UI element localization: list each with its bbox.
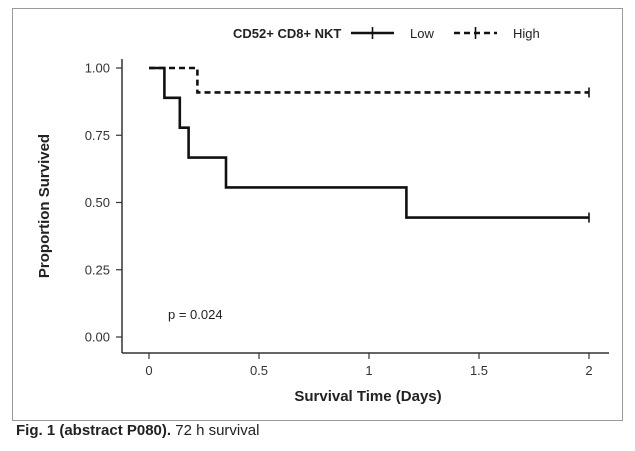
legend-entry-high: High [513,26,540,41]
y-tick-label: 0.25 [85,262,110,277]
series-layer [149,66,590,223]
figure-caption-label: Fig. 1 (abstract P080). [16,422,172,439]
figure-caption: Fig. 1 (abstract P080). 72 h survival [16,422,259,439]
km-chart: 0.00 0.25 0.50 0.75 1.00 0 0.5 1 1.5 2 Survival … [36,26,609,405]
p-value-annotation: p = 0.024 [168,307,223,322]
figure-caption-text: 72 h survival [171,422,260,439]
legend: CD52+ CD8+ NKT Low High [233,26,540,41]
y-tick-label: 0.50 [85,195,110,210]
y-tick-label: 0.00 [85,330,110,345]
y-tick-label: 1.00 [85,61,110,76]
x-tick-label: 1.5 [470,363,488,378]
series-low-curve [149,66,589,219]
y-axis-label: Proportion Survived [36,134,53,278]
x-tick-label: 0.5 [250,363,268,378]
series-high-curve [149,66,589,94]
x-axis-label: Survival Time (Days) [294,388,441,405]
x-tick-label: 2 [585,363,592,378]
y-ticks: 0.00 0.25 0.50 0.75 1.00 [85,61,122,345]
x-tick-label: 0 [145,363,152,378]
x-ticks: 0 0.5 1 1.5 2 [145,353,593,378]
axes [121,59,609,354]
y-tick-label: 0.75 [85,128,110,143]
x-tick-label: 1 [365,363,372,378]
figure-frame: 0.00 0.25 0.50 0.75 1.00 0 0.5 1 1.5 2 Survival … [12,8,623,421]
legend-entry-low: Low [410,26,434,41]
legend-title: CD52+ CD8+ NKT [233,26,341,41]
